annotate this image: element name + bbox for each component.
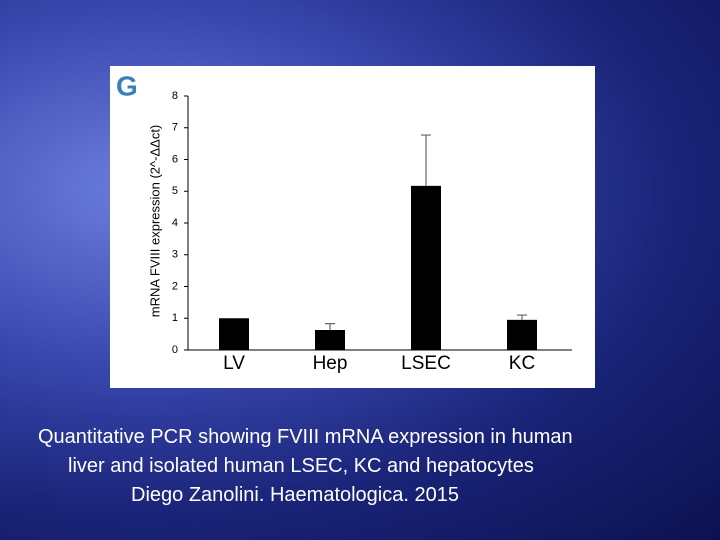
bar xyxy=(411,185,441,350)
y-tick-label: 6 xyxy=(172,153,178,165)
chart-frame: G mRNA FVIII expression (2^-ΔΔct) 0 1 2 3 4 5… xyxy=(110,66,595,388)
x-tick-label: LSEC xyxy=(401,353,451,374)
bar xyxy=(315,329,345,350)
x-tick-label: Hep xyxy=(313,353,348,374)
bar xyxy=(507,319,537,350)
y-axis-label: mRNA FVIII expression (2^-ΔΔct) xyxy=(147,125,162,318)
x-tick-label: KC xyxy=(509,353,535,374)
y-tick-label: 4 xyxy=(172,217,178,229)
y-tick-label: 1 xyxy=(172,312,178,324)
error-bar xyxy=(325,323,335,330)
caption-line: Quantitative PCR showing FVIII mRNA expr… xyxy=(38,426,573,448)
bar xyxy=(219,318,249,350)
panel-label: G xyxy=(116,70,138,101)
y-tick-label: 0 xyxy=(172,344,178,356)
chart: G mRNA FVIII expression (2^-ΔΔct) 0 1 2 3 4 5… xyxy=(116,70,572,374)
y-tick-label: 2 xyxy=(172,280,178,292)
y-tick-label: 8 xyxy=(172,90,178,102)
caption-line: Diego Zanolini. Haematologica. 2015 xyxy=(131,484,459,506)
y-tick-label: 3 xyxy=(172,249,178,261)
y-tick-label: 7 xyxy=(172,122,178,134)
error-bar xyxy=(517,314,527,320)
x-tick-label: LV xyxy=(223,353,245,374)
caption-line: liver and isolated human LSEC, KC and he… xyxy=(68,455,534,477)
error-bar xyxy=(421,134,431,186)
y-tick-label: 5 xyxy=(172,185,178,197)
